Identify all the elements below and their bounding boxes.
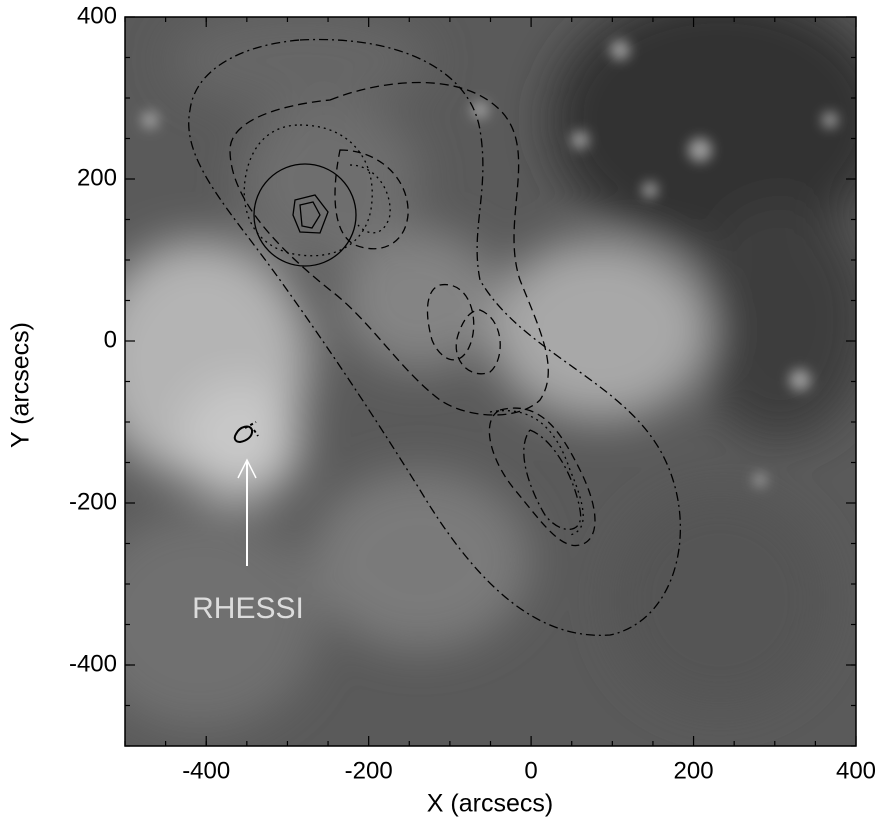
y-tick-label: 400 [77, 2, 117, 29]
y-tick-label: -200 [69, 488, 117, 515]
y-tick-label: -400 [69, 650, 117, 677]
chart: RHESSI X (arcsecs) Y (arcsecs) -400 -200 0… [0, 0, 883, 823]
x-axis-label: X (arcsecs) [427, 790, 553, 818]
y-tick-label: 200 [77, 164, 117, 191]
x-tick-label: -400 [182, 757, 230, 784]
y-axis-label: Y (arcsecs) [7, 322, 35, 448]
x-tick-label: 200 [674, 757, 714, 784]
annotation: RHESSI [192, 592, 304, 625]
y-tick-label: 0 [104, 326, 117, 353]
x-tick-label: -200 [345, 757, 393, 784]
solar-image [80, 0, 883, 746]
x-tick-label: 400 [836, 757, 876, 784]
x-tick-label: 0 [524, 757, 537, 784]
